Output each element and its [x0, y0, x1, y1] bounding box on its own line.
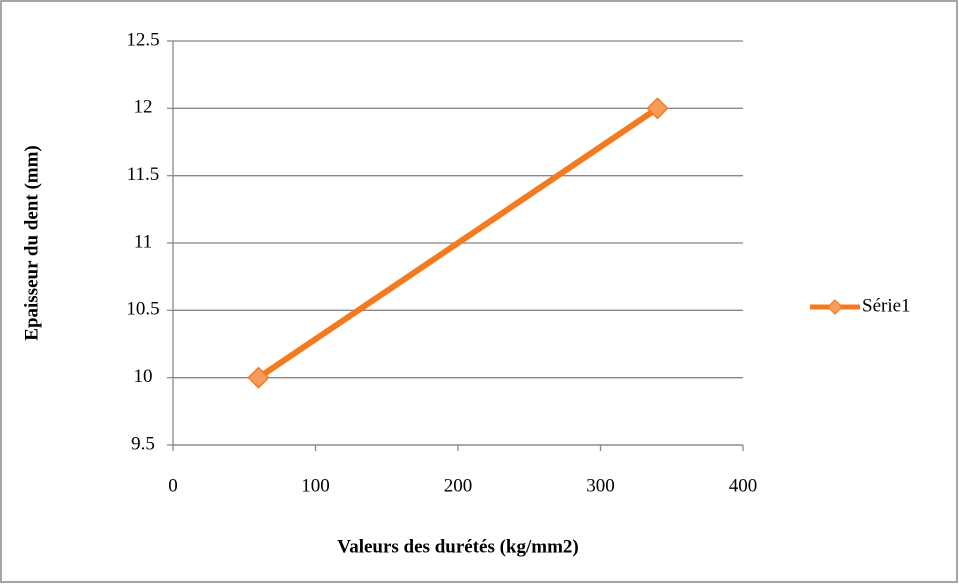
x-tick-label: 200 — [444, 475, 473, 496]
point-marker — [646, 97, 669, 120]
legend-label: Série1 — [862, 295, 911, 316]
x-tick-label: 100 — [301, 475, 330, 496]
y-tick-label: 11.5 — [127, 164, 160, 185]
legend-marker — [827, 299, 843, 315]
x-tick-label: 300 — [586, 475, 615, 496]
y-tick-label: 12.5 — [126, 29, 159, 50]
y-tick-label: 10.5 — [126, 299, 159, 320]
x-axis-label: Valeurs des durétés (kg/mm2) — [337, 536, 579, 557]
x-tick-label: 0 — [168, 475, 178, 496]
series-line — [256, 105, 660, 381]
y-tick-label: 12 — [134, 97, 153, 118]
x-tick-label: 400 — [729, 475, 758, 496]
y-tick-label: 10 — [134, 366, 153, 387]
point-marker — [247, 366, 270, 389]
y-axis-label: Epaisseur du dent (mm) — [21, 145, 42, 340]
y-tick-label: 9.5 — [131, 433, 155, 454]
y-tick-label: 11 — [134, 231, 152, 252]
